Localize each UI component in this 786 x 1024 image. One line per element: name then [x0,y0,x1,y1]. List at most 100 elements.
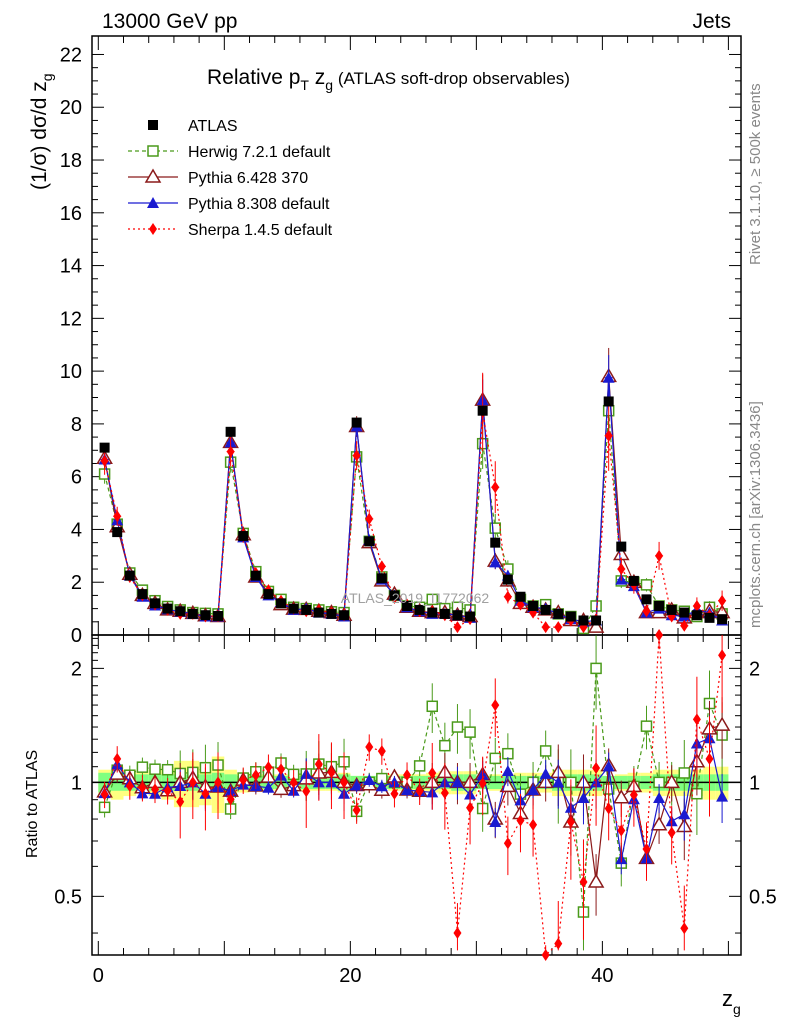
point-main [641,594,652,605]
point-ratio [340,776,349,789]
point-main [150,598,161,609]
legend-marker [148,120,158,130]
x-tick-label: 40 [591,965,613,987]
point-main [503,590,512,603]
point-main [655,549,664,562]
point-main [691,610,702,621]
point-ratio [390,787,399,800]
point-main [540,604,551,615]
point-main [213,611,224,622]
point-main [541,621,550,634]
point-ratio [713,716,731,731]
point-main [99,442,110,453]
point-ratio [692,713,701,726]
point-main [654,600,665,611]
point-ratio [642,843,651,856]
legend-label: ATLAS [188,118,238,135]
watermark: ATLAS_2019_I1772062 [341,590,490,606]
point-main [640,579,653,591]
point-main [238,531,249,542]
point-main [489,522,502,534]
point-ratio [602,760,615,772]
point-main [490,537,501,548]
point-main [351,417,362,428]
main-y-tick-label: 0 [71,625,82,647]
point-main [377,560,386,573]
point-main [326,608,337,619]
point-main [124,570,135,581]
legend-marker [144,168,162,183]
legend: ATLAS Herwig 7.2.1 default Pythia 6.428 37… [128,118,333,239]
ratio-frame [91,634,742,956]
point-main [137,589,148,600]
point-ratio [415,785,424,798]
main-y-tick-label: 2 [71,572,82,594]
point-main [263,589,274,600]
side-text-version: Rivet 3.1.10, ≥ 500k events [747,83,764,265]
point-ratio [655,629,664,641]
header-right: Jets [692,10,731,33]
point-ratio [125,780,134,793]
point-ratio [612,789,630,804]
legend-item-herwig: Herwig 7.2.1 default [128,144,331,161]
point-main [376,573,387,584]
point-main [200,610,211,621]
point-ratio [650,816,668,831]
point-ratio [640,720,653,732]
point-main [352,449,361,462]
main-y-tick-label: 8 [71,414,82,436]
point-main [427,607,438,618]
point-ratio [289,776,298,789]
point-ratio [251,769,260,782]
point-ratio [439,739,451,752]
point-ratio [262,781,275,793]
point-main [515,591,526,602]
point-main [112,527,123,538]
point-ratio [201,787,210,800]
legend-label: Pythia 8.308 default [188,196,330,213]
point-ratio [403,769,412,782]
point-ratio [617,824,626,837]
point-ratio [314,758,323,771]
point-main [554,621,563,634]
side-text-source: mcplots.cern.ch [arXiv:1306.3436] [747,401,764,628]
point-main [666,604,677,615]
point-main [604,429,613,442]
point-ratio [375,780,388,792]
point-ratio [680,922,689,935]
point-ratio [176,795,185,808]
point-ratio [466,801,475,814]
legend-item-sherpa: Sherpa 1.4.5 default [128,222,333,239]
point-main [113,510,122,523]
point-ratio [629,788,638,801]
point-ratio [100,788,109,801]
point-ratio [478,777,487,790]
point-main [226,445,235,458]
point-main [389,590,400,601]
point-ratio [365,741,374,754]
point-main [100,454,109,467]
point-main [301,604,312,615]
point-ratio [491,699,500,712]
point-main [489,556,502,568]
x-tick-label: 0 [93,965,104,987]
point-main [465,611,476,622]
point-ratio [678,767,691,779]
point-ratio [541,949,550,961]
point-ratio [451,721,464,733]
point-ratio [604,802,613,815]
point-ratio [718,649,727,662]
point-ratio [151,783,160,796]
point-ratio [440,786,449,799]
main-y-tick-label: 16 [60,203,82,225]
point-main [578,615,589,626]
data-series [96,347,731,961]
point-ratio [401,784,414,796]
point-ratio [579,876,588,889]
point-main [717,614,728,625]
point-ratio [503,837,512,850]
point-ratio [464,726,476,738]
point-ratio [302,785,311,798]
